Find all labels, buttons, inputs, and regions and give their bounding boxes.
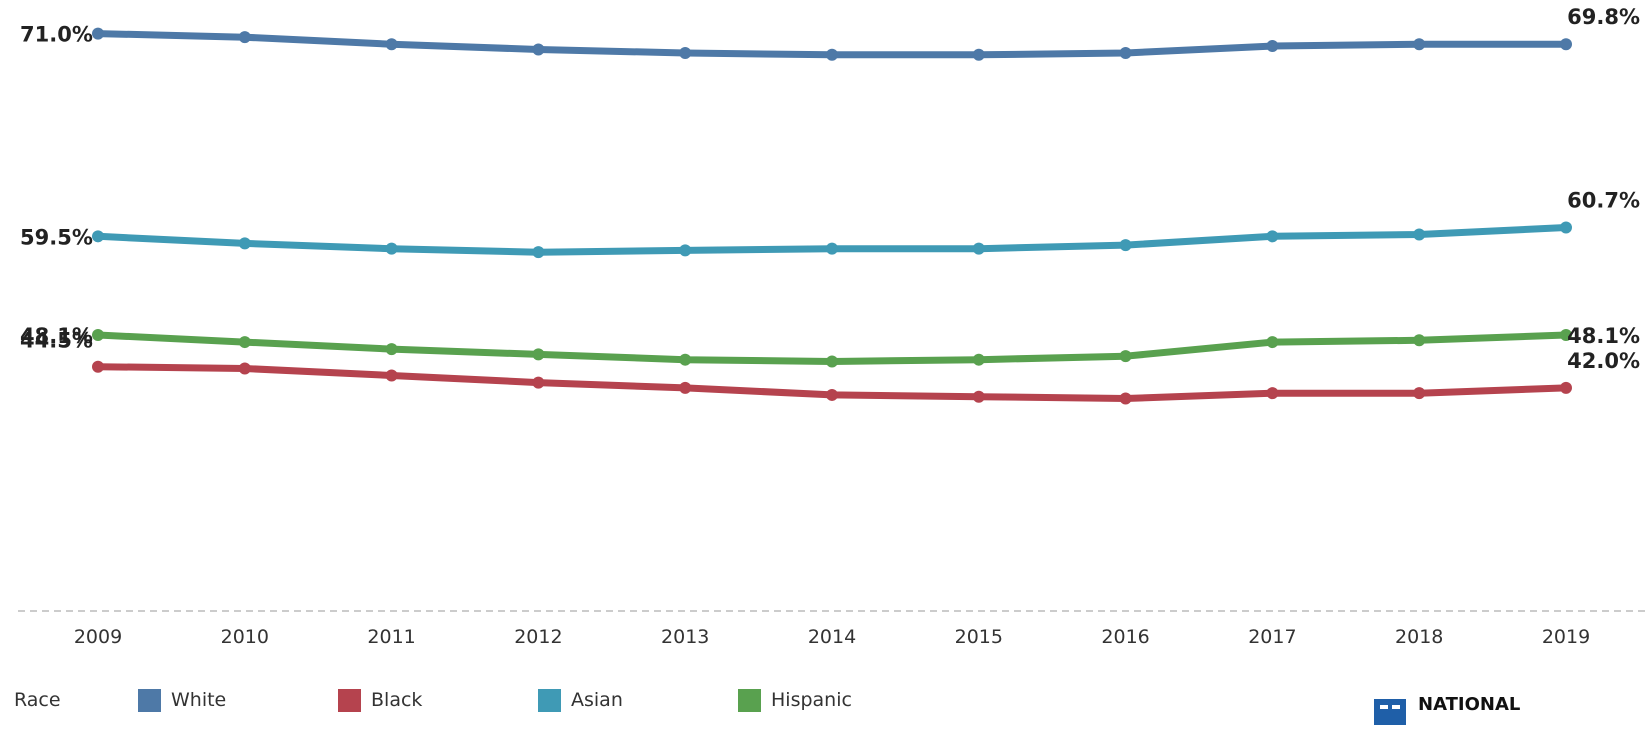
legend-swatch-hispanic [738,688,761,712]
point-hispanic-2010 [238,336,251,349]
point-hispanic-2012 [532,348,545,361]
point-black-2009 [92,360,104,373]
point-black-2012 [532,376,545,389]
point-black-2016 [1119,392,1132,405]
legend-swatch-white [138,688,161,712]
point-asian-2013 [679,244,692,257]
point-black-2019 [1560,381,1572,394]
x-tick-label-2013: 2013 [661,626,709,648]
point-hispanic-2016 [1119,350,1132,363]
point-hispanic-2011 [385,343,398,356]
point-white-2019 [1560,38,1572,51]
point-hispanic-2018 [1413,334,1426,347]
legend-label-black: Black [371,689,423,711]
publisher-logo: NATIONAL [1374,694,1521,725]
point-white-2016 [1119,47,1132,60]
point-black-2011 [385,369,398,382]
x-tick-label-2011: 2011 [367,626,415,648]
point-black-2014 [826,388,838,401]
point-hispanic-2014 [826,355,838,368]
x-tick-label-2010: 2010 [221,626,269,648]
end-label-hispanic: 48.1% [1567,324,1640,348]
point-hispanic-2013 [679,353,692,366]
legend-label-white: White [171,689,227,711]
point-asian-2018 [1413,228,1426,241]
point-asian-2009 [92,230,104,243]
label-layer: 71.0%69.8%59.5%60.7%48.1% 48.1%44.5%42.0% [20,5,1640,373]
point-hispanic-2019 [1560,329,1572,342]
point-white-2014 [826,48,838,61]
point-white-2015 [972,48,985,61]
point-asian-2015 [972,242,985,255]
point-black-2010 [238,362,251,375]
x-tick-label-2018: 2018 [1395,626,1443,648]
point-asian-2012 [532,246,545,259]
legend-item-asian: Asian [538,688,738,712]
legend-swatch-asian [538,688,561,712]
end-label-black: 42.0% [1567,349,1640,373]
point-black-2015 [972,390,985,403]
end-label-asian: 60.7% [1567,189,1640,213]
x-tick-label-2016: 2016 [1101,626,1149,648]
legend-label-hispanic: Hispanic [771,689,852,711]
point-asian-2011 [385,242,398,255]
x-tick-label-2012: 2012 [514,626,562,648]
point-black-2017 [1266,387,1279,400]
legend-item-hispanic: Hispanic [738,688,938,712]
logo-text: NATIONAL [1418,694,1521,715]
start-label-asian: 59.5% [20,225,93,249]
x-tick-label-2019: 2019 [1542,626,1590,648]
legend-items: White Black Asian Hispanic [138,688,938,712]
legend-item-white: White [138,688,338,712]
point-asian-2016 [1119,239,1132,252]
x-tick-labels: 2009 2010 2011 2012 2013 2014 2015 2016 2017 2018… [74,626,1590,648]
logo-icon [1374,699,1406,725]
x-tick-label-2017: 2017 [1248,626,1296,648]
start-label-black: 44.5% [20,329,93,353]
point-asian-2010 [238,237,251,250]
point-black-2018 [1413,387,1426,400]
end-label-white: 69.8% [1567,5,1640,29]
line-chart: 71.0%69.8%59.5%60.7%48.1% 48.1%44.5%42.0%… [18,5,1648,648]
point-hispanic-2009 [92,329,104,342]
point-white-2012 [532,43,545,56]
point-white-2011 [385,38,398,51]
x-tick-label-2015: 2015 [955,626,1003,648]
point-asian-2017 [1266,230,1279,243]
start-label-hispanic: 48.1% [20,324,93,348]
point-hispanic-2017 [1266,336,1279,349]
point-white-2013 [679,47,692,60]
point-asian-2019 [1560,221,1572,234]
start-label-white: 71.0% [20,23,93,47]
point-white-2017 [1266,39,1279,52]
point-hispanic-2015 [972,353,985,366]
x-tick-label-2009: 2009 [74,626,122,648]
point-black-2013 [679,381,692,394]
legend: Race White Black Asian Hispanic [14,688,938,712]
point-white-2009 [92,27,104,40]
x-tick-label-2014: 2014 [808,626,856,648]
point-white-2018 [1413,38,1426,51]
legend-label-asian: Asian [571,689,623,711]
legend-swatch-black [338,688,361,712]
point-white-2010 [238,31,251,44]
legend-item-black: Black [338,688,538,712]
point-asian-2014 [826,242,838,255]
legend-title: Race [14,689,61,711]
series-layer [92,27,1572,405]
